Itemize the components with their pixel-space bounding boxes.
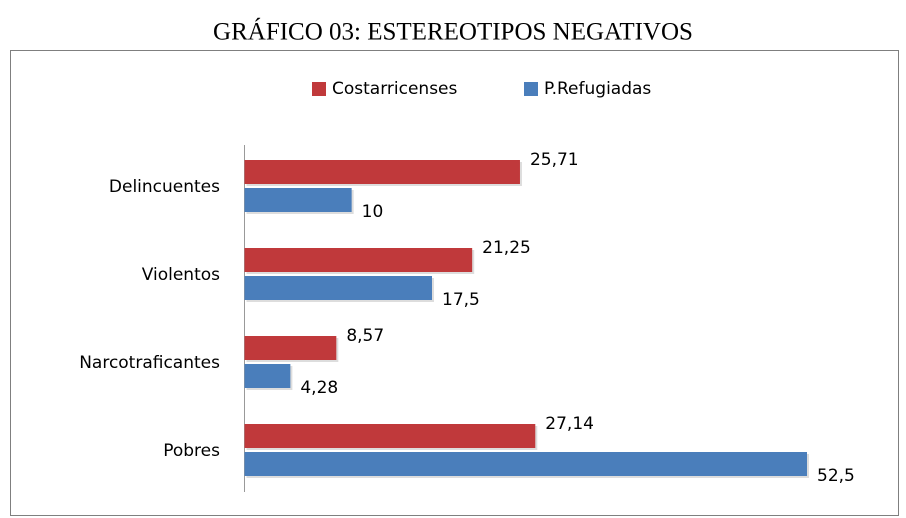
value-label: 27,14: [545, 414, 594, 434]
value-label: 52,5: [817, 466, 855, 486]
category-label: Pobres: [163, 441, 220, 461]
bar: [244, 248, 473, 272]
bar: [244, 276, 432, 300]
value-label: 25,71: [530, 150, 579, 170]
legend-swatch: [312, 82, 326, 96]
bar: [244, 160, 520, 184]
chart-title: GRÁFICO 03: ESTEREOTIPOS NEGATIVOS: [213, 18, 693, 46]
category-label: Delincuentes: [109, 177, 220, 197]
legend-swatch: [524, 82, 538, 96]
value-label: 21,25: [482, 238, 531, 258]
value-label: 17,5: [442, 290, 480, 310]
bar: [244, 336, 337, 360]
value-label: 4,28: [300, 378, 338, 398]
category-label: Violentos: [142, 265, 220, 285]
bar: [244, 452, 807, 476]
bar: [244, 424, 536, 448]
value-label: 10: [362, 202, 384, 222]
bar: [244, 364, 291, 388]
category-label: Narcotraficantes: [79, 353, 220, 373]
legend-label: P.Refugiadas: [544, 79, 651, 99]
bar: [244, 188, 352, 212]
value-label: 8,57: [346, 326, 384, 346]
legend-label: Costarricenses: [332, 79, 458, 99]
chart-frame: [10, 50, 899, 516]
